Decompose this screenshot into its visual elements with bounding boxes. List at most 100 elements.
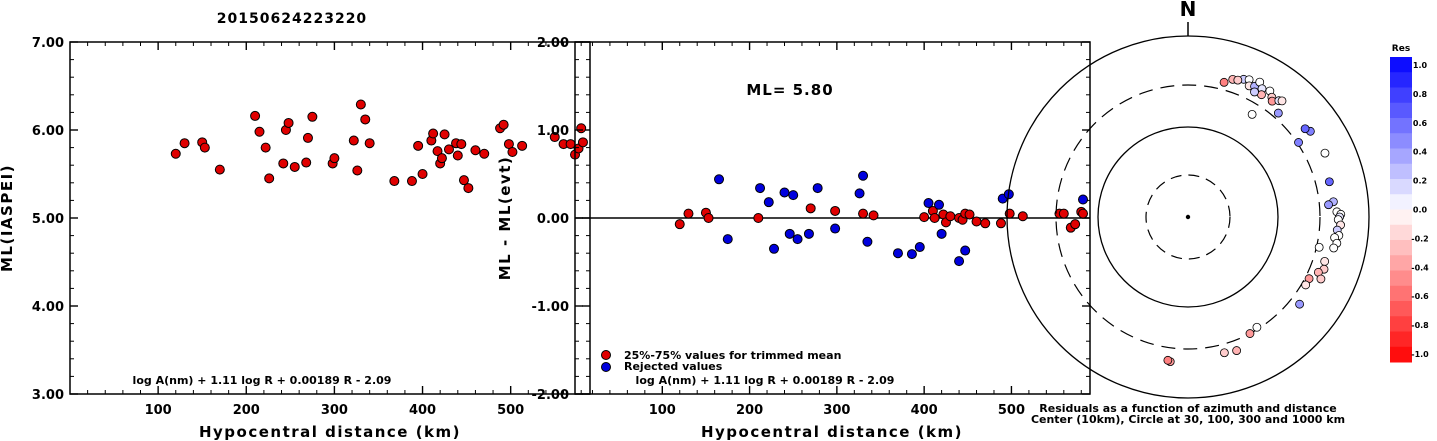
station-marker	[1320, 148, 1330, 158]
colorbar-cell	[1390, 148, 1412, 165]
y-tick-label: 2.00	[537, 36, 569, 51]
north-label: N	[1180, 0, 1197, 21]
ml-annotation: ML= 5.80	[746, 81, 833, 99]
colorbar-tick-label: 0.2	[1413, 177, 1427, 186]
data-point	[858, 208, 869, 219]
circle-1000km	[1006, 35, 1370, 399]
data-point	[470, 145, 481, 156]
data-point	[858, 170, 869, 181]
data-point	[1017, 211, 1028, 222]
y-tick-label: 6.00	[32, 124, 64, 139]
data-point	[577, 137, 588, 148]
data-point	[355, 99, 366, 110]
data-point	[443, 144, 454, 155]
data-point	[714, 174, 725, 185]
colorbar-cell	[1390, 57, 1412, 73]
data-point	[722, 234, 733, 245]
station-marker	[1320, 257, 1330, 266]
y-tick-label: 0.00	[537, 212, 569, 227]
data-points	[674, 170, 1089, 267]
station-marker	[1314, 242, 1324, 252]
data-point	[456, 139, 467, 150]
data-point	[352, 165, 363, 176]
station-marker	[1219, 348, 1229, 358]
data-point	[428, 128, 439, 139]
station-marker	[1232, 346, 1242, 355]
data-point	[406, 176, 417, 187]
station-marker	[1316, 274, 1326, 284]
data-point	[507, 147, 518, 157]
colorbar-tick-label: -1.0	[1411, 350, 1429, 359]
data-point	[283, 117, 294, 128]
colorbar-cell	[1390, 72, 1412, 88]
epicenter-marker	[1185, 214, 1191, 220]
data-point	[250, 110, 261, 121]
data-point	[868, 210, 879, 221]
x-tick-label: 100	[145, 403, 172, 418]
data-point	[788, 190, 799, 201]
colorbar-cell	[1390, 194, 1412, 210]
data-point	[439, 129, 450, 140]
data-point	[862, 236, 873, 247]
data-point	[769, 243, 780, 254]
data-point	[755, 183, 766, 194]
data-point	[1058, 208, 1069, 219]
data-point	[348, 135, 359, 146]
legend-label-rejected: Rejected values	[624, 360, 723, 373]
data-point	[945, 211, 956, 222]
data-point	[995, 218, 1006, 229]
figure-title: 20150624223220	[217, 11, 367, 27]
colorbar-tick-label: -0.4	[1411, 263, 1429, 272]
data-point	[803, 228, 814, 239]
station-marker	[1295, 299, 1304, 309]
colorbar-cell	[1390, 240, 1412, 256]
data-point	[703, 213, 714, 223]
data-point	[954, 256, 965, 267]
data-point	[805, 203, 816, 214]
x-tick-label: 400	[409, 403, 436, 418]
colorbar-cell	[1390, 255, 1412, 271]
data-point	[683, 208, 694, 219]
station-marker	[1277, 96, 1287, 106]
x-tick-label: 300	[321, 403, 348, 418]
y-axis-title: ML - ML(evt)	[496, 156, 514, 280]
y-tick-label: -1.00	[532, 300, 569, 315]
station-marker	[1273, 108, 1283, 118]
colorbar-cell	[1390, 316, 1412, 332]
colorbar-tick-label: -0.6	[1411, 292, 1429, 301]
data-point	[906, 249, 917, 260]
data-point	[960, 245, 971, 256]
station-marker	[1233, 75, 1243, 85]
station-marker	[1294, 138, 1303, 147]
data-point	[919, 212, 930, 223]
data-point	[199, 142, 210, 153]
station-marker	[1301, 280, 1311, 290]
data-point	[301, 157, 312, 168]
data-point	[964, 209, 975, 220]
data-point	[784, 228, 795, 239]
data-point	[1070, 219, 1081, 230]
colorbar-cell	[1390, 118, 1412, 134]
y-tick-label: 4.00	[32, 300, 64, 315]
data-point	[792, 234, 803, 245]
caption-line-2: Center (10km), Circle at 30, 100, 300 an…	[1031, 413, 1345, 426]
colorbar-cell	[1390, 133, 1412, 149]
legend-marker-trimmed	[601, 350, 611, 360]
data-point	[929, 213, 940, 223]
circle-100km	[1097, 126, 1279, 308]
residual-panel: -2.00 -1.00 0.00 1.00 2.00 100 200 300 400 500 ML…	[496, 36, 1091, 441]
legend-label-trimmed: 25%-75% values for trimmed mean	[624, 349, 841, 362]
colorbar-tick-label: 1.0	[1413, 61, 1428, 70]
colorbar-cell	[1390, 87, 1412, 104]
colorbar-cells	[1390, 57, 1412, 363]
data-point	[432, 146, 443, 157]
colorbar-title: Res	[1392, 44, 1410, 54]
data-point	[436, 153, 447, 164]
colorbar-tick-label: 0.6	[1413, 119, 1428, 128]
data-point	[674, 219, 685, 230]
data-point	[463, 183, 474, 194]
y-tick-label: -2.00	[532, 388, 569, 403]
data-point	[933, 199, 944, 210]
y-tick-label: 7.00	[32, 36, 64, 51]
data-point	[812, 183, 823, 194]
